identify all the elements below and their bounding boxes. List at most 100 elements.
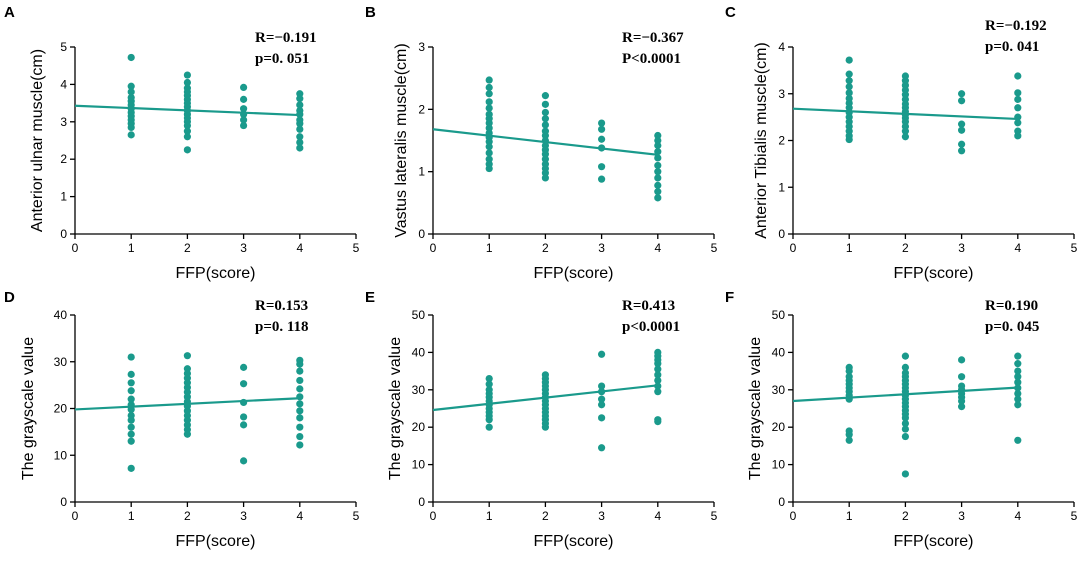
data-point	[296, 138, 304, 146]
y-tick-label: 2	[60, 152, 67, 166]
data-point	[541, 169, 550, 177]
y-tick-label: 1	[60, 190, 67, 204]
y-axis-title: Anterior ulnar muscle(cm)	[29, 49, 46, 232]
y-tick-label: 0	[60, 495, 67, 509]
panel-letter: B	[365, 4, 376, 21]
y-tick-label: 0	[418, 227, 425, 241]
data-point	[845, 70, 853, 78]
data-point	[296, 120, 304, 128]
stat-p-value: p=0. 041	[985, 39, 1039, 55]
data-point	[654, 388, 662, 396]
y-tick-label: 1	[418, 165, 425, 179]
data-point	[901, 127, 910, 135]
x-tick-label: 2	[184, 509, 191, 523]
data-point	[127, 395, 135, 403]
data-point	[485, 98, 493, 106]
y-tick-label: 10	[54, 448, 68, 462]
data-point	[183, 71, 191, 79]
data-point	[654, 148, 662, 156]
data-point	[541, 115, 550, 123]
data-point	[541, 423, 550, 431]
data-point	[598, 382, 606, 390]
data-point	[127, 353, 135, 361]
x-tick-label: 0	[790, 241, 797, 255]
regression-line	[792, 107, 1018, 121]
data-point	[127, 88, 135, 96]
data-point	[485, 124, 493, 132]
data-point	[296, 95, 304, 103]
data-point	[845, 436, 853, 444]
data-point	[1014, 104, 1022, 112]
data-point	[958, 356, 966, 364]
data-point	[1014, 389, 1022, 398]
stat-r-value: R=−0.367	[622, 30, 684, 46]
stat-r-value: R=0.153	[255, 298, 308, 314]
data-point	[240, 380, 248, 388]
data-point	[127, 131, 135, 139]
data-point	[127, 53, 135, 62]
data-point	[485, 374, 493, 383]
data-point	[296, 414, 304, 422]
data-point	[296, 441, 304, 449]
data-point	[598, 135, 606, 143]
data-point	[958, 140, 966, 148]
stat-p-value: p=0. 051	[255, 51, 309, 67]
data-point	[654, 161, 662, 170]
x-tick-label: 1	[846, 241, 853, 255]
data-point	[485, 90, 493, 98]
data-point	[127, 82, 135, 90]
x-tick-label: 0	[430, 241, 437, 255]
data-point	[1014, 89, 1022, 97]
data-point	[958, 403, 966, 411]
data-point	[1014, 373, 1022, 381]
y-tick-label: 5	[60, 40, 67, 54]
x-tick-label: 5	[353, 241, 360, 255]
data-point	[127, 464, 135, 472]
x-tick-label: 5	[1071, 241, 1078, 255]
x-tick-label: 3	[240, 241, 247, 255]
data-point	[598, 119, 606, 127]
data-point	[296, 407, 304, 415]
y-tick-label: 4	[778, 40, 785, 54]
data-point	[845, 135, 853, 144]
data-point	[296, 376, 304, 385]
stat-p-value: P<0.0001	[622, 51, 681, 67]
x-tick-label: 0	[430, 509, 437, 523]
data-point	[541, 121, 550, 129]
data-point	[183, 78, 191, 87]
y-tick-label: 40	[412, 345, 426, 359]
data-point	[296, 385, 304, 393]
data-point	[541, 108, 550, 117]
y-tick-label: 40	[772, 345, 786, 359]
data-point	[296, 125, 304, 133]
y-tick-label: 3	[418, 40, 425, 54]
data-point	[1014, 395, 1022, 403]
x-axis-title: FFP(score)	[176, 265, 256, 282]
y-tick-label: 4	[60, 77, 67, 91]
x-tick-label: 5	[711, 509, 718, 523]
y-tick-label: 3	[778, 87, 785, 101]
data-point	[654, 376, 662, 385]
data-point	[296, 133, 304, 141]
panel-letter: A	[4, 4, 15, 21]
x-tick-label: 4	[1014, 509, 1021, 523]
y-tick-label: 50	[772, 308, 786, 322]
data-point	[485, 143, 493, 151]
data-point	[901, 352, 910, 360]
data-point	[296, 432, 304, 441]
y-tick-label: 10	[772, 458, 786, 472]
y-axis-title: Vastus lateralis muscle(cm)	[393, 43, 410, 237]
regression-line	[432, 128, 658, 156]
data-point	[240, 83, 248, 91]
y-axis-title: The grayscale value	[387, 337, 404, 480]
data-point	[598, 401, 606, 409]
y-axis-title: The grayscale value	[20, 337, 37, 480]
x-tick-label: 2	[542, 241, 549, 255]
regression-line	[74, 397, 300, 411]
panel-b: B 0 1 2 3 4 5 0 1 2 3 FFP(score) Vastus lateralis mu…	[365, 4, 718, 282]
stat-p-value: p<0.0001	[622, 319, 680, 335]
x-tick-label: 4	[654, 241, 661, 255]
regression-line	[792, 386, 1018, 403]
